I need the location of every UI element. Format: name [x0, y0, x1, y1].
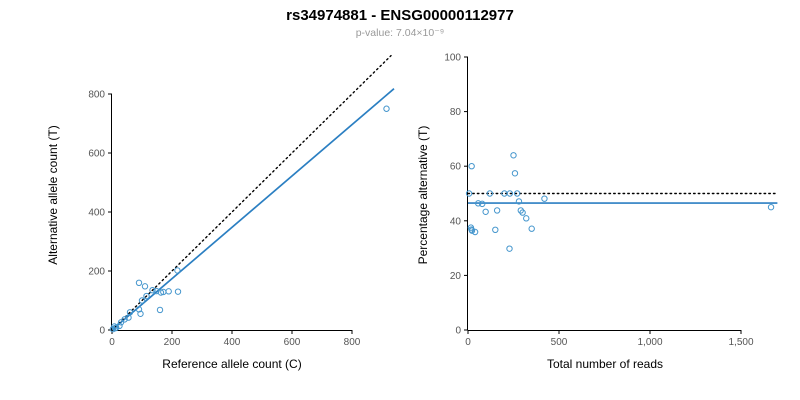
data-point — [126, 309, 134, 316]
data-point — [138, 297, 146, 304]
data-point — [465, 190, 473, 197]
data-point — [174, 267, 181, 274]
data-point — [113, 324, 120, 331]
x-tick-label: 400 — [224, 337, 241, 348]
data-point — [383, 105, 390, 112]
y-tick-label: 800 — [88, 90, 105, 101]
y-tick-label: 40 — [450, 216, 462, 227]
figure-subtitle: p-value: 7.04×10⁻⁹ — [356, 27, 445, 39]
x-tick-label: 800 — [344, 337, 361, 348]
data-point — [468, 227, 476, 234]
data-point — [523, 215, 530, 222]
y-tick-label: 0 — [455, 326, 461, 337]
data-point — [506, 245, 513, 252]
data-point — [506, 190, 514, 197]
data-point — [143, 292, 150, 300]
data-point — [468, 163, 475, 170]
data-point — [482, 208, 489, 215]
data-point — [767, 203, 775, 211]
y-tick-label: 100 — [444, 53, 461, 64]
x-tick-label: 500 — [551, 337, 568, 348]
data-point — [174, 288, 182, 295]
data-point — [149, 286, 156, 294]
y-tick-label: 400 — [88, 208, 105, 219]
y-tick-label: 0 — [99, 326, 105, 337]
data-point — [135, 279, 143, 286]
x-tick-label: 0 — [465, 337, 471, 348]
y-tick-label: 600 — [88, 149, 105, 160]
data-point — [141, 283, 149, 290]
x-tick-label: 1,000 — [637, 337, 662, 348]
data-point — [515, 198, 523, 205]
data-point — [519, 209, 526, 216]
y-tick-label: 60 — [450, 162, 462, 173]
x-tick-label: 600 — [284, 337, 301, 348]
data-point — [474, 200, 482, 207]
data-point — [165, 288, 172, 295]
data-point — [541, 195, 548, 202]
figure-title: rs34974881 - ENSG00000112977 — [286, 7, 514, 24]
left-plot-xlabel: Reference allele count (C) — [162, 357, 301, 371]
data-point — [511, 170, 519, 177]
y-tick-label: 20 — [450, 271, 462, 282]
regression-fit-line — [111, 88, 395, 331]
data-point — [510, 152, 517, 159]
right-plot-ylabel: Percentage alternative (T) — [416, 126, 430, 265]
data-point — [116, 322, 123, 330]
right-plot: 0 500 1,000 1,500 0 20 40 60 80 100 — [444, 53, 779, 348]
data-point — [121, 316, 128, 323]
y-tick-label: 80 — [450, 107, 462, 118]
data-point — [513, 190, 521, 197]
left-plot: 0 200 400 600 800 0 200 400 600 800 — [88, 54, 395, 348]
x-tick-label: 200 — [164, 337, 181, 348]
data-point — [156, 306, 164, 314]
y-tick-label: 200 — [88, 267, 105, 278]
left-plot-ylabel: Alternative allele count (T) — [46, 125, 60, 264]
data-point — [137, 310, 144, 317]
data-point — [153, 287, 160, 295]
data-point — [486, 190, 494, 197]
x-tick-label: 1,500 — [728, 337, 753, 348]
data-point — [478, 200, 486, 208]
data-point — [471, 228, 479, 236]
right-plot-xlabel: Total number of reads — [547, 357, 663, 371]
data-point — [135, 306, 143, 313]
identity-line — [111, 54, 392, 331]
data-point — [493, 207, 501, 214]
data-point — [528, 225, 535, 232]
data-point — [492, 226, 499, 234]
x-tick-label: 0 — [109, 337, 115, 348]
